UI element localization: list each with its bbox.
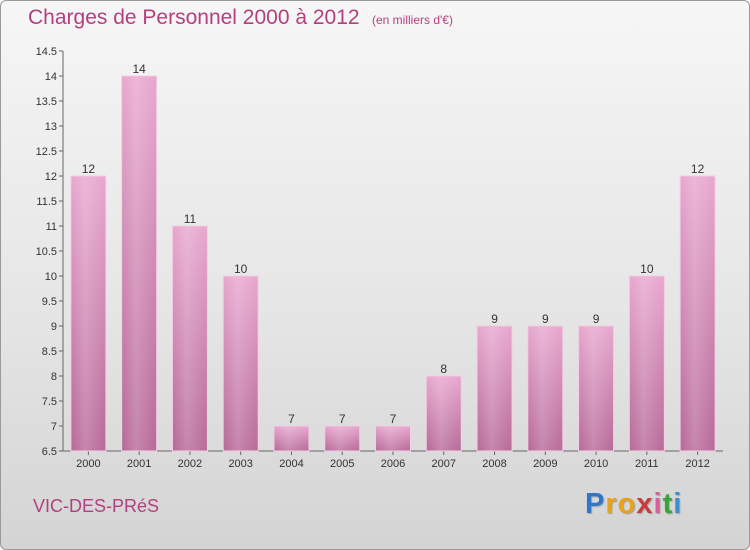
labels: 2000 12 2001 14 2002 11 2003 10 2004 7 2005 7 2006 7 2… xyxy=(76,62,710,470)
data-label-2000: 12 xyxy=(82,162,96,176)
y-tick-label: 6.5 xyxy=(42,446,57,458)
y-tick-label: 7.5 xyxy=(42,396,57,408)
bar-highlight xyxy=(529,327,561,451)
bar-highlight xyxy=(377,427,409,451)
y-tick-label: 9 xyxy=(51,321,57,333)
x-tick-label: 2009 xyxy=(533,458,557,470)
brand-letter: P xyxy=(585,488,606,520)
x-tick-label: 2010 xyxy=(584,458,608,470)
bar-highlight xyxy=(174,227,206,451)
brand-letter: i xyxy=(673,488,683,520)
data-label-2010: 9 xyxy=(593,312,600,326)
y-tick-label: 8 xyxy=(51,371,57,383)
x-tick-label: 2007 xyxy=(432,458,456,470)
y-tick-label: 14 xyxy=(45,71,57,83)
bar-highlight xyxy=(72,177,104,451)
x-tick-label: 2000 xyxy=(76,458,100,470)
x-tick-label: 2011 xyxy=(635,458,659,470)
brand-letter: r xyxy=(605,488,618,520)
data-label-2008: 9 xyxy=(491,312,498,326)
y-tick-label: 9.5 xyxy=(42,296,57,308)
data-label-2005: 7 xyxy=(339,412,346,426)
bar-highlight xyxy=(631,277,663,451)
x-tick-label: 2006 xyxy=(381,458,405,470)
y-tick-label: 14.5 xyxy=(36,46,57,58)
y-tick-label: 12 xyxy=(45,171,57,183)
data-label-2001: 14 xyxy=(132,62,146,76)
chart-title: Charges de Personnel 2000 à 2012 xyxy=(28,6,360,29)
x-tick-label: 2012 xyxy=(685,458,709,470)
x-tick-label: 2003 xyxy=(228,458,252,470)
data-label-2011: 10 xyxy=(640,262,654,276)
bars xyxy=(70,75,716,452)
chart-subtitle: (en milliers d'€) xyxy=(372,13,453,27)
data-label-2012: 12 xyxy=(691,162,705,176)
y-tick-label: 7 xyxy=(51,421,57,433)
brand-letter: o xyxy=(617,488,637,520)
data-label-2007: 8 xyxy=(440,362,447,376)
brand-letter: x xyxy=(636,488,654,520)
x-tick-label: 2008 xyxy=(482,458,506,470)
y-tick-label: 10.5 xyxy=(36,246,57,258)
brand-logo: Proxiti xyxy=(585,488,682,521)
bar-highlight xyxy=(326,427,358,451)
y-tick-label: 10 xyxy=(45,271,57,283)
brand-letter: i xyxy=(653,488,663,520)
y-tick-label: 12.5 xyxy=(36,146,57,158)
brand-letter: t xyxy=(662,488,674,520)
data-label-2009: 9 xyxy=(542,312,549,326)
data-label-2006: 7 xyxy=(390,412,397,426)
x-tick-label: 2001 xyxy=(127,458,151,470)
y-tick-label: 13.5 xyxy=(36,96,57,108)
y-tick-label: 13 xyxy=(45,121,57,133)
x-tick-label: 2005 xyxy=(330,458,354,470)
bar-highlight xyxy=(682,177,714,451)
bar-highlight xyxy=(123,77,155,451)
y-tick-label: 8.5 xyxy=(42,346,57,358)
y-tick-label: 11 xyxy=(46,221,57,233)
commune-name: VIC-DES-PRéS xyxy=(33,496,160,516)
y-tick-label: 11.5 xyxy=(36,196,57,208)
bar-highlight xyxy=(580,327,612,451)
x-tick-label: 2002 xyxy=(178,458,202,470)
data-label-2002: 11 xyxy=(184,212,197,226)
data-label-2004: 7 xyxy=(288,412,295,426)
bar-highlight xyxy=(225,277,257,451)
data-label-2003: 10 xyxy=(234,262,248,276)
bar-highlight xyxy=(428,377,460,451)
bar-highlight xyxy=(275,427,307,451)
x-tick-label: 2004 xyxy=(279,458,303,470)
bar-highlight xyxy=(479,327,511,451)
